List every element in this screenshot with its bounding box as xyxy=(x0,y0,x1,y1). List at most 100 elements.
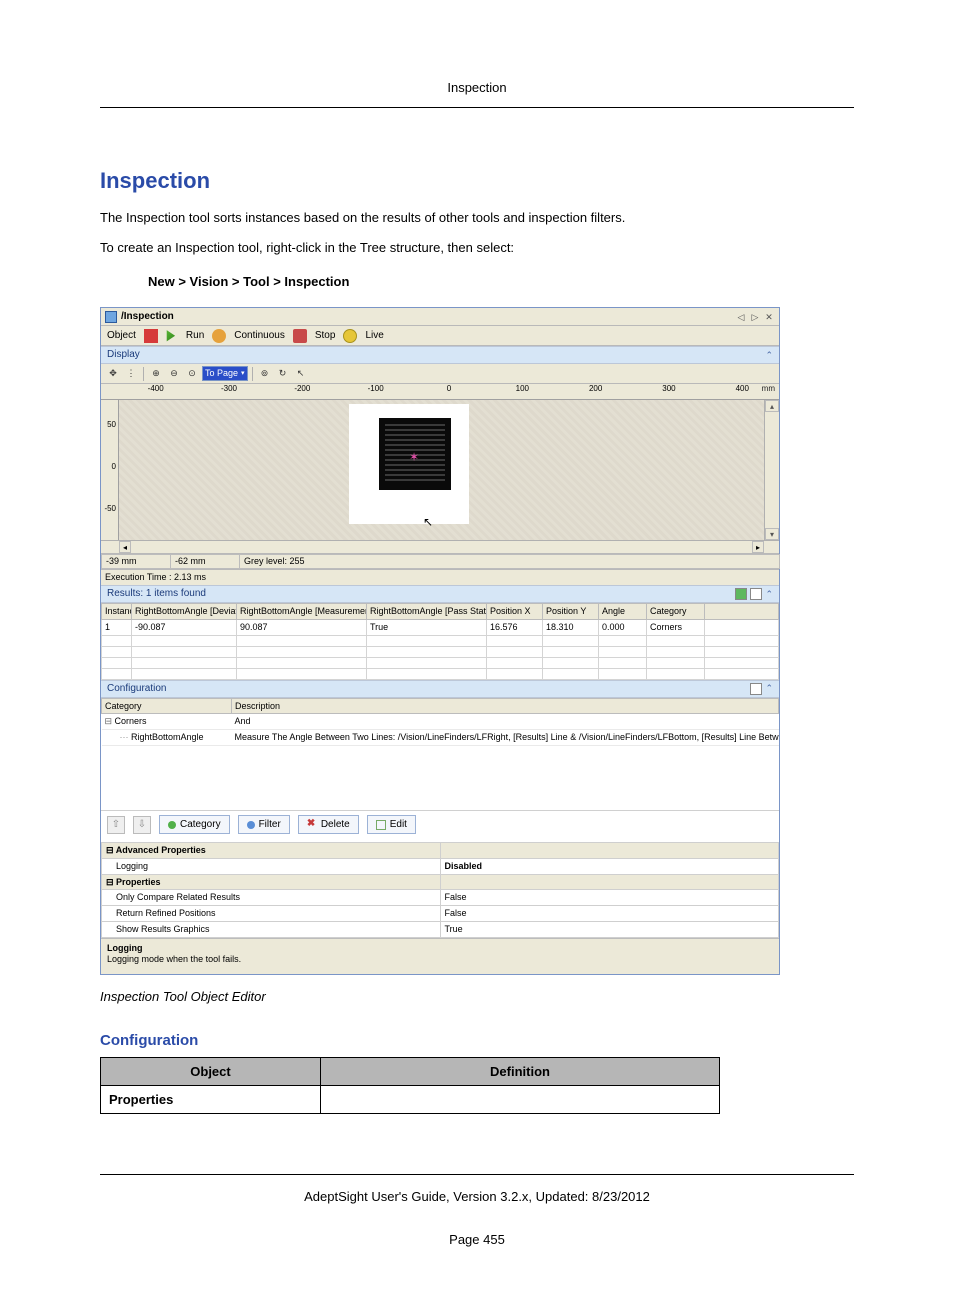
col-instance[interactable]: Instance xyxy=(102,604,132,620)
col-position-y[interactable]: Position Y xyxy=(543,604,599,620)
delete-button[interactable]: ✖Delete xyxy=(298,815,359,834)
config-icon[interactable] xyxy=(750,683,762,695)
col-position-x[interactable]: Position X xyxy=(487,604,543,620)
vruler-tick: 0 xyxy=(112,462,116,472)
scroll-up-button[interactable]: ▴ xyxy=(765,400,779,412)
display-label: Display xyxy=(107,349,140,361)
cfg-tree-row[interactable]: Corners And xyxy=(102,714,779,730)
chip-region: ✶ xyxy=(379,418,451,490)
collapse-icon[interactable]: ⌃ xyxy=(765,589,773,600)
cfg-col-description[interactable]: Description xyxy=(232,698,779,714)
ruler-tick: 100 xyxy=(486,384,559,399)
menu-stop[interactable]: Stop xyxy=(313,329,338,343)
pointer-tool[interactable]: ↖ xyxy=(293,366,309,382)
prop-row[interactable]: Return Refined PositionsFalse xyxy=(102,906,779,922)
zoom-100-button[interactable]: ⊚ xyxy=(257,366,273,382)
intro-1: The Inspection tool sorts instances base… xyxy=(100,208,854,228)
prop-row[interactable]: Show Results GraphicsTrue xyxy=(102,922,779,938)
tab-next-button[interactable]: ▷ xyxy=(749,311,761,323)
hand-tool[interactable]: ✥ xyxy=(105,366,121,382)
exec-time: Execution Time : 2.13 ms xyxy=(101,569,779,585)
tab-prev-button[interactable]: ◁ xyxy=(735,311,747,323)
canvas[interactable]: ✶ ↖ xyxy=(119,400,764,540)
h-scrollbar[interactable]: ◂ ▸ xyxy=(101,540,779,553)
prop-row[interactable]: Only Compare Related ResultsFalse xyxy=(102,890,779,906)
collapse-icon[interactable]: ⌃ xyxy=(765,683,773,694)
ruler-tick: 300 xyxy=(632,384,705,399)
menu-object[interactable]: Object xyxy=(105,329,138,343)
page-title: Inspection xyxy=(100,168,854,194)
zoom-combo[interactable]: To Page xyxy=(202,366,248,381)
propdesc-title: Logging xyxy=(107,943,773,954)
window-icon xyxy=(105,311,117,323)
col-measurement[interactable]: RightBottomAngle [Measurement] xyxy=(237,604,367,620)
flag-icon[interactable] xyxy=(144,329,158,343)
stop-icon[interactable] xyxy=(293,329,307,343)
col-deviation[interactable]: RightBottomAngle [Deviation] xyxy=(132,604,237,620)
delete-icon: ✖ xyxy=(307,820,317,830)
page-footer: AdeptSight User's Guide, Version 3.2.x, … xyxy=(100,1174,854,1204)
menu-continuous[interactable]: Continuous xyxy=(232,329,287,343)
prop-group-advanced[interactable]: ⊟ Advanced Properties xyxy=(102,843,441,859)
status-x: -39 mm xyxy=(101,554,171,569)
ruler-unit: mm xyxy=(762,384,775,394)
propdesc-text: Logging mode when the tool fails. xyxy=(107,954,773,965)
intro-2: To create an Inspection tool, right-clic… xyxy=(100,238,854,258)
cfg-col-category[interactable]: Category xyxy=(102,698,232,714)
live-icon[interactable] xyxy=(343,329,357,343)
scroll-right-button[interactable]: ▸ xyxy=(752,541,764,553)
status-grey: Grey level: 255 xyxy=(239,554,780,569)
config-tree: Category Description Corners And RightBo… xyxy=(101,698,779,746)
refresh-button[interactable]: ↻ xyxy=(275,366,291,382)
col-category[interactable]: Category xyxy=(647,604,705,620)
table-row[interactable]: 1 -90.087 90.087 True 16.576 18.310 0.00… xyxy=(102,619,779,635)
table-row xyxy=(102,635,779,646)
edit-button[interactable]: Edit xyxy=(367,815,416,834)
menu-live[interactable]: Live xyxy=(363,329,385,343)
obj-col-object: Object xyxy=(101,1058,321,1086)
tab-close-button[interactable]: ✕ xyxy=(763,311,775,323)
prop-row[interactable]: LoggingDisabled xyxy=(102,858,779,874)
figure-caption: Inspection Tool Object Editor xyxy=(100,989,854,1004)
menubar: Object Run Continuous Stop Live xyxy=(101,326,779,346)
prop-group-properties[interactable]: ⊟ Properties xyxy=(102,874,441,890)
results-section-header: Results: 1 items found ⌃ xyxy=(101,585,779,603)
cfg-tree-row[interactable]: RightBottomAngle Measure The Angle Betwe… xyxy=(102,730,779,746)
v-ruler: 50 0 -50 xyxy=(101,400,119,540)
config-button-row: ⇧ ⇩ Category Filter ✖Delete Edit xyxy=(101,810,779,838)
col-angle[interactable]: Angle xyxy=(599,604,647,620)
menu-run[interactable]: Run xyxy=(184,329,206,343)
display-section-header: Display ⌃ xyxy=(101,346,779,364)
table-row xyxy=(102,646,779,657)
move-up-button[interactable]: ⇧ xyxy=(107,816,125,834)
page-header: Inspection xyxy=(100,80,854,108)
ruler-tick: -300 xyxy=(192,384,265,399)
status-y: -62 mm xyxy=(170,554,240,569)
move-down-button[interactable]: ⇩ xyxy=(133,816,151,834)
v-scrollbar[interactable]: ▴ ▾ xyxy=(764,400,779,540)
h-ruler: -400 -300 -200 -100 0 100 200 300 400 mm xyxy=(101,384,779,400)
zoom-out-button[interactable]: ⊖ xyxy=(166,366,182,382)
ruler-tick: -200 xyxy=(266,384,339,399)
cursor-icon: ↖ xyxy=(423,515,433,529)
obj-row-1: Properties xyxy=(101,1086,321,1114)
select-tool[interactable]: ⋮ xyxy=(123,366,139,382)
config-body: Category Description Corners And RightBo… xyxy=(101,698,779,842)
category-button[interactable]: Category xyxy=(159,815,230,834)
run-icon[interactable] xyxy=(164,329,178,343)
ruler-tick: -100 xyxy=(339,384,412,399)
results-ok-icon[interactable] xyxy=(735,588,747,600)
filter-button[interactable]: Filter xyxy=(238,815,290,834)
edit-icon xyxy=(376,820,386,830)
col-pass-status[interactable]: RightBottomAngle [Pass Status] xyxy=(367,604,487,620)
menu-path: New > Vision > Tool > Inspection xyxy=(148,274,854,289)
results-grid-icon[interactable] xyxy=(750,588,762,600)
display-toolbar: ✥ ⋮ ⊕ ⊖ ⊙ To Page ⊚ ↻ ↖ xyxy=(101,364,779,384)
property-description: Logging Logging mode when the tool fails… xyxy=(101,938,779,975)
zoom-fit-button[interactable]: ⊙ xyxy=(184,366,200,382)
scroll-down-button[interactable]: ▾ xyxy=(765,528,779,540)
continuous-icon[interactable] xyxy=(212,329,226,343)
zoom-in-button[interactable]: ⊕ xyxy=(148,366,164,382)
collapse-icon[interactable]: ⌃ xyxy=(765,350,773,361)
scroll-left-button[interactable]: ◂ xyxy=(119,541,131,553)
